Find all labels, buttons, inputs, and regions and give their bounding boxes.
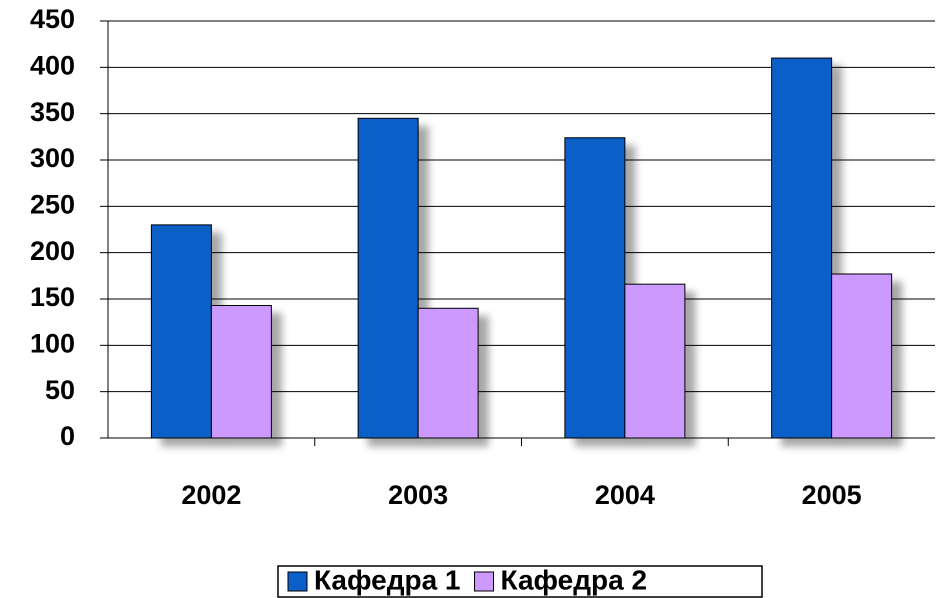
y-tick-label: 300 <box>30 143 75 173</box>
bar <box>150 224 212 439</box>
y-tick-label: 400 <box>30 50 75 80</box>
y-tick-label: 200 <box>30 236 75 266</box>
y-tick-label: 450 <box>30 4 75 34</box>
bar <box>417 307 479 439</box>
y-tick-label: 350 <box>30 97 75 127</box>
x-tick-label: 2003 <box>388 480 448 510</box>
legend-label: Кафедра 1 <box>314 564 461 595</box>
bar <box>771 57 833 439</box>
bar <box>210 304 272 439</box>
y-tick-label: 100 <box>30 328 75 358</box>
y-tick-label: 0 <box>60 421 75 451</box>
legend-label: Кафедра 2 <box>501 564 648 595</box>
bar <box>357 117 419 439</box>
x-tick-label: 2005 <box>802 480 862 510</box>
bar <box>624 283 686 439</box>
y-tick-label: 150 <box>30 282 75 312</box>
legend-box <box>277 565 763 598</box>
legend-swatch <box>474 571 495 592</box>
legend-swatch <box>287 571 308 592</box>
y-tick-label: 50 <box>45 375 75 405</box>
bar <box>564 137 626 439</box>
x-tick-label: 2004 <box>595 480 655 510</box>
bar <box>831 273 893 439</box>
x-tick-label: 2002 <box>181 480 241 510</box>
y-tick-label: 250 <box>30 189 75 219</box>
